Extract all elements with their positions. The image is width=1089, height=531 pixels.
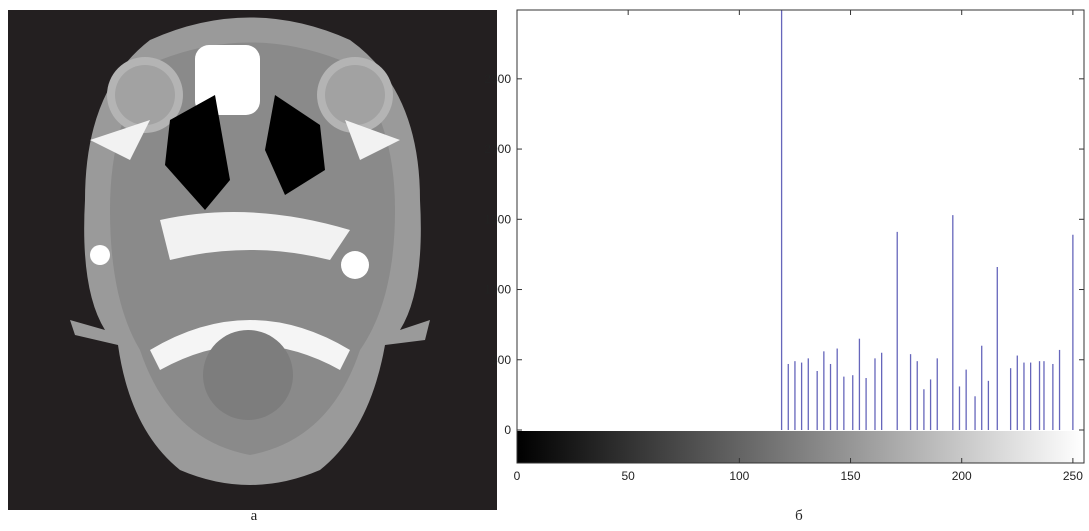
y-tick-label: 2500 bbox=[484, 72, 511, 86]
y-tick-label: 1000 bbox=[484, 283, 511, 297]
x-tick-label: 200 bbox=[952, 469, 972, 483]
x-tick-label: 50 bbox=[621, 469, 635, 483]
y-tick-label: 500 bbox=[491, 353, 511, 367]
y-tick-label: 2000 bbox=[484, 142, 511, 156]
x-tick-label: 100 bbox=[729, 469, 749, 483]
caption: а bbox=[251, 508, 258, 524]
x-tick-label: 250 bbox=[1063, 469, 1083, 483]
colorbar bbox=[517, 431, 1084, 463]
y-tick-label: 1500 bbox=[484, 212, 511, 226]
x-tick-label: 0 bbox=[514, 469, 521, 483]
x-tick-label: 150 bbox=[841, 469, 861, 483]
ct-image bbox=[8, 10, 497, 510]
caption: б bbox=[795, 508, 803, 524]
y-tick-label: 0 bbox=[504, 423, 511, 437]
plot-area bbox=[780, 10, 1074, 430]
plot-frame bbox=[516, 9, 1085, 464]
